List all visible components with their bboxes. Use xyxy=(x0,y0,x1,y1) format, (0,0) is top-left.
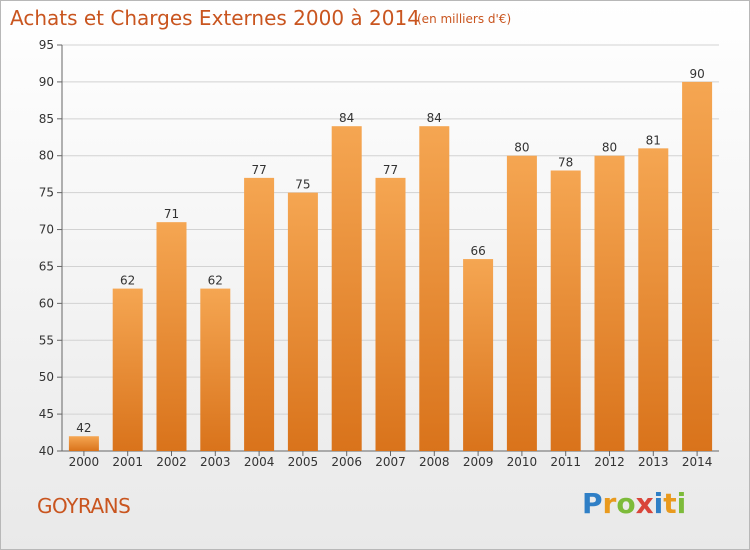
logo-letter: o xyxy=(616,487,636,520)
bar-value-label: 84 xyxy=(339,111,354,125)
x-tick-label: 2008 xyxy=(419,455,450,469)
x-tick-label: 2004 xyxy=(244,455,275,469)
y-tick-label: 85 xyxy=(39,112,54,126)
bar xyxy=(550,170,581,451)
commune-label: GOYRANS xyxy=(37,494,131,518)
logo-letter: i xyxy=(676,487,687,520)
logo-letter: t xyxy=(663,487,677,520)
bar xyxy=(287,192,318,452)
bar xyxy=(244,177,275,451)
bar-value-label: 77 xyxy=(383,163,398,177)
y-tick-label: 80 xyxy=(39,149,54,163)
x-tick-label: 2011 xyxy=(550,455,581,469)
y-tick-label: 65 xyxy=(39,259,54,273)
chart-title: Achats et Charges Externes 2000 à 2014 xyxy=(10,6,420,30)
x-tick-label: 2001 xyxy=(112,455,143,469)
bar xyxy=(463,259,494,451)
y-tick-label: 50 xyxy=(39,370,54,384)
bar xyxy=(200,288,231,451)
chart-subtitle: (en milliers d'€) xyxy=(417,12,512,26)
x-tick-label: 2006 xyxy=(331,455,362,469)
y-tick-label: 75 xyxy=(39,186,54,200)
bar-value-label: 71 xyxy=(164,207,179,221)
x-tick-label: 2002 xyxy=(156,455,187,469)
bar xyxy=(594,155,625,451)
y-tick-label: 90 xyxy=(39,75,54,89)
x-tick-label: 2005 xyxy=(288,455,319,469)
x-tick-label: 2000 xyxy=(69,455,100,469)
bar-value-label: 62 xyxy=(120,274,135,288)
bar xyxy=(112,288,143,451)
x-tick-label: 2003 xyxy=(200,455,231,469)
bar-value-label: 84 xyxy=(427,111,442,125)
bar xyxy=(682,81,713,451)
x-tick-label: 2014 xyxy=(682,455,713,469)
x-tick-label: 2013 xyxy=(638,455,669,469)
bar xyxy=(156,222,187,451)
proxiti-logo[interactable]: Proxiti xyxy=(582,487,686,520)
y-tick-label: 95 xyxy=(39,38,54,52)
logo-letter: x xyxy=(635,487,654,520)
bar-value-label: 78 xyxy=(558,155,573,169)
bar-value-label: 75 xyxy=(295,178,310,192)
x-tick-label: 2010 xyxy=(507,455,538,469)
bar xyxy=(638,148,669,451)
y-tick-label: 60 xyxy=(39,296,54,310)
bar-value-label: 62 xyxy=(208,274,223,288)
bar xyxy=(375,177,406,451)
y-tick-label: 40 xyxy=(39,444,54,458)
bar-value-label: 42 xyxy=(76,421,91,435)
bar xyxy=(68,436,99,451)
logo-letter: P xyxy=(582,487,603,520)
bar-value-label: 90 xyxy=(689,67,704,81)
bar-value-label: 81 xyxy=(646,133,661,147)
x-tick-label: 2009 xyxy=(463,455,494,469)
logo-letter: r xyxy=(602,487,617,520)
x-tick-label: 2012 xyxy=(594,455,625,469)
bar xyxy=(419,126,450,451)
y-tick-label: 55 xyxy=(39,333,54,347)
bar-value-label: 77 xyxy=(251,163,266,177)
x-tick-label: 2007 xyxy=(375,455,406,469)
logo-letter: i xyxy=(653,487,664,520)
bar-value-label: 66 xyxy=(470,244,485,258)
bar-value-label: 80 xyxy=(514,141,529,155)
y-tick-label: 45 xyxy=(39,407,54,421)
bar xyxy=(331,126,362,451)
bar xyxy=(506,155,537,451)
bar-value-label: 80 xyxy=(602,141,617,155)
y-tick-label: 70 xyxy=(39,223,54,237)
